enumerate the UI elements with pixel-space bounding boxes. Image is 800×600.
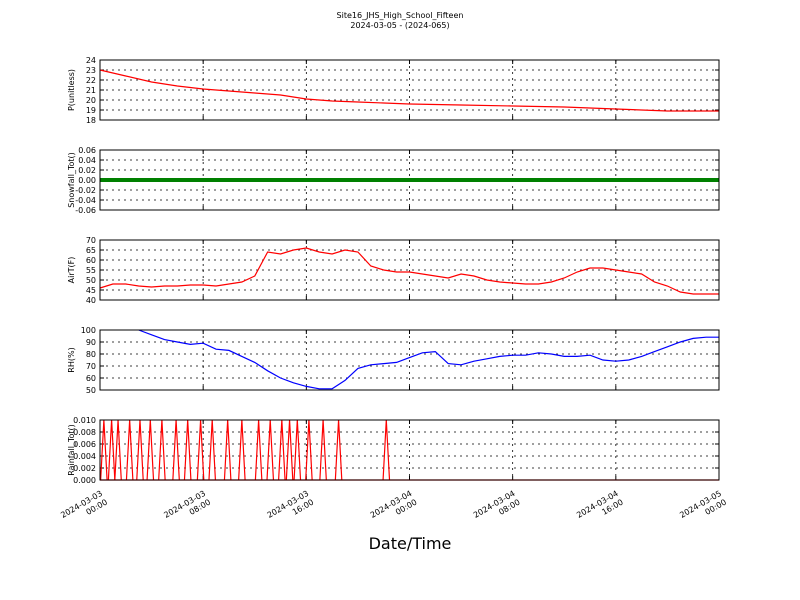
y-tick-label: 20 <box>86 96 96 105</box>
x-tick-label: 2024-03-0416:00 <box>575 489 625 529</box>
rainfall-spike <box>172 419 180 481</box>
y-axis-label: AirT(F) <box>67 257 76 284</box>
y-axis-label: RH(%) <box>67 347 76 372</box>
y-axis-label: Rainfall_Tot() <box>67 424 76 476</box>
panel-frame <box>99 239 720 301</box>
series-line <box>99 69 719 112</box>
y-tick-label: 22 <box>86 76 96 85</box>
rainfall-spike <box>223 419 232 481</box>
x-tick-label: 2024-03-0308:00 <box>162 489 212 529</box>
y-tick-label: 60 <box>86 256 96 265</box>
y-tick-label: -0.06 <box>75 206 96 215</box>
panel-frame <box>99 59 720 121</box>
y-tick-label: 0.000 <box>73 476 96 485</box>
panel-frame <box>99 419 720 481</box>
rainfall-spike <box>293 419 302 481</box>
panel-1: -0.06-0.04-0.020.000.020.040.06Snowfall_… <box>67 146 720 215</box>
y-tick-label: 55 <box>86 266 96 275</box>
series-line <box>138 329 719 390</box>
y-tick-label: 0.04 <box>78 156 96 165</box>
chart-subtitle: 2024-03-05 - (2024-065) <box>350 21 450 30</box>
rainfall-spike <box>382 419 391 481</box>
y-tick-label: 60 <box>86 374 96 383</box>
y-tick-label: 90 <box>86 338 96 347</box>
y-tick-label: 45 <box>86 286 96 295</box>
rainfall-spike <box>334 419 343 481</box>
y-tick-label: 40 <box>86 296 96 305</box>
series-line <box>99 247 719 295</box>
y-tick-label: 21 <box>86 86 96 95</box>
rainfall-spike <box>100 419 108 481</box>
x-tick-label: 2024-03-0300:00 <box>59 489 109 529</box>
y-tick-label: 70 <box>86 236 96 245</box>
chart-title: Site16_JHS_High_School_Fifteen <box>336 11 464 20</box>
panel-frame <box>99 149 720 211</box>
y-tick-label: -0.04 <box>75 196 96 205</box>
x-tick-label: 2024-03-0316:00 <box>266 489 316 529</box>
rainfall-spike <box>319 419 327 481</box>
y-tick-label: 50 <box>86 386 96 395</box>
panel-4: 0.000 0.002 0.004 0.006 0.008 0.010Rainfall_T… <box>67 416 720 485</box>
x-tick-label: 2024-03-0400:00 <box>369 489 419 529</box>
y-tick-label: 50 <box>86 276 96 285</box>
panel-3: 50 60 70 80 90 100 RH(%) <box>67 326 720 395</box>
y-tick-label: 0.002 <box>73 464 96 473</box>
y-tick-label: 80 <box>86 350 96 359</box>
rainfall-spike <box>238 419 246 481</box>
rainfall-spike <box>266 419 275 481</box>
rainfall-spike <box>208 419 217 481</box>
x-axis-label: Date/Time <box>368 534 452 553</box>
rainfall-spike <box>285 419 294 481</box>
rainfall-spike <box>146 419 155 481</box>
y-tick-label: 0.06 <box>78 146 96 155</box>
y-axis-label: P(unitless) <box>67 69 76 111</box>
y-tick-label: 19 <box>86 106 96 115</box>
rainfall-spike <box>158 419 166 481</box>
y-tick-label: 0.00 <box>78 176 96 185</box>
y-tick-label: 23 <box>86 66 96 75</box>
rainfall-spike <box>278 419 286 481</box>
rainfall-spike <box>183 419 192 481</box>
rainfall-spike <box>114 419 122 481</box>
y-tick-label: 0.010 <box>73 416 96 425</box>
y-tick-label: 0.008 <box>73 428 96 437</box>
y-tick-label: 65 <box>86 246 96 255</box>
rainfall-spike <box>125 419 134 481</box>
y-tick-label: 24 <box>86 56 96 65</box>
y-tick-label: 0.004 <box>73 452 96 461</box>
panel-frame <box>99 329 720 391</box>
y-tick-label: -0.02 <box>75 186 96 195</box>
rainfall-spike <box>107 419 116 481</box>
x-tick-label: 2024-03-0500:00 <box>678 489 728 529</box>
rainfall-spike <box>136 419 144 481</box>
y-tick-label: 100 <box>81 326 96 335</box>
y-tick-label: 0.02 <box>78 166 96 175</box>
rainfall-spike <box>254 419 263 481</box>
y-tick-label: 70 <box>86 362 96 371</box>
y-axis-label: Snowfall_Tot() <box>67 152 76 208</box>
y-tick-label: 18 <box>86 116 96 125</box>
x-tick-label: 2024-03-0408:00 <box>472 489 522 529</box>
y-tick-label: 0.006 <box>73 440 96 449</box>
